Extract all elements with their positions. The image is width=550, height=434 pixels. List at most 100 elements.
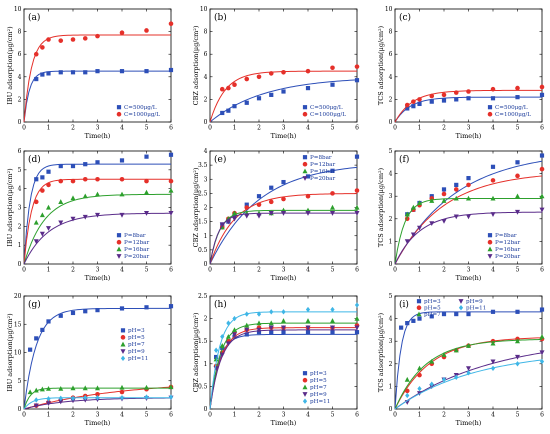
y-tick-label: 0.5 <box>198 383 208 390</box>
data-point <box>490 178 496 183</box>
legend-marker <box>120 341 126 347</box>
data-point <box>244 213 250 219</box>
x-tick-label: 3 <box>282 125 286 132</box>
data-point <box>454 97 459 102</box>
legend-label: P=8bar <box>124 233 146 239</box>
data-point <box>119 395 125 401</box>
x-tick-label: 6 <box>355 267 359 274</box>
legend-marker <box>116 254 122 259</box>
data-point <box>46 396 51 402</box>
data-point <box>417 372 422 378</box>
x-axis-label: Time(h) <box>456 274 482 282</box>
x-tick-label: 4 <box>306 412 310 419</box>
panel-label: (d) <box>28 154 41 165</box>
legend-marker <box>487 111 493 117</box>
data-point <box>515 173 520 179</box>
x-tick-label: 5 <box>516 267 520 274</box>
data-point <box>404 388 410 394</box>
x-tick-label: 6 <box>540 267 544 274</box>
data-point <box>305 211 311 216</box>
data-point <box>46 182 51 188</box>
fit-curve-3 <box>209 209 357 265</box>
legend-marker <box>416 311 422 317</box>
y-tick-label: 0 <box>18 261 22 268</box>
x-tick-label: 2 <box>257 412 261 419</box>
data-point <box>490 164 496 169</box>
x-tick-label: 6 <box>169 267 173 274</box>
data-point <box>354 204 360 210</box>
data-point <box>305 306 311 313</box>
x-tick-label: 1 <box>47 125 51 132</box>
x-tick-label: 3 <box>282 412 286 419</box>
data-point <box>225 219 231 225</box>
panel-label: (e) <box>214 154 226 165</box>
data-point <box>214 347 219 353</box>
data-point <box>404 211 410 217</box>
data-point <box>429 99 434 104</box>
data-point <box>515 354 520 360</box>
data-point <box>144 28 149 33</box>
panel-d: 0 1 2 3 4 5 6 0 1 2 3 4 5 6 Time(h) IBU adsorption(μg/c… <box>6 148 174 282</box>
data-point <box>354 188 360 193</box>
data-point <box>466 176 471 181</box>
y-axis-label: CBZ adsorption(μg/cm²) <box>192 25 200 105</box>
x-tick-label: 3 <box>96 412 100 419</box>
data-point <box>95 392 100 397</box>
data-point <box>33 199 39 205</box>
y-tick-label: 1 <box>204 361 208 368</box>
data-point <box>219 222 225 228</box>
data-point <box>82 385 88 391</box>
panel-label: (i) <box>399 299 409 310</box>
data-point <box>268 211 274 216</box>
data-point <box>95 385 100 391</box>
data-point <box>354 154 360 159</box>
panel-a: 0 1 2 3 4 5 6 0 2 4 6 8 10 Time(h) IBU adsorption(μg/c… <box>6 6 174 140</box>
data-point <box>330 211 335 216</box>
data-point <box>268 320 274 326</box>
data-point <box>58 70 63 75</box>
y-axis-label: TCS adsorption(μg/cm²) <box>377 25 385 105</box>
data-point <box>354 64 360 69</box>
data-point <box>33 403 39 409</box>
x-axis-label: Time(h) <box>85 274 111 282</box>
data-point <box>515 193 520 199</box>
x-tick-label: 0 <box>22 267 26 274</box>
data-point <box>58 38 64 43</box>
data-point <box>466 366 471 372</box>
data-point <box>58 385 64 391</box>
data-point <box>410 204 416 210</box>
data-point <box>232 216 237 222</box>
data-point <box>144 384 149 390</box>
data-point <box>34 76 39 82</box>
legend-marker <box>416 305 422 311</box>
y-tick-label: 1 <box>204 233 208 240</box>
legend-label: P=16bar <box>124 247 149 253</box>
data-point <box>354 302 360 308</box>
data-point <box>441 92 447 98</box>
legend-marker <box>302 168 308 174</box>
data-point <box>490 340 496 346</box>
data-point <box>144 178 149 184</box>
data-point <box>70 163 76 169</box>
x-axis-label: Time(h) <box>85 132 111 140</box>
legend-label: C=500μg/L <box>310 105 343 111</box>
data-point <box>417 225 422 231</box>
data-point <box>417 316 422 321</box>
x-tick-label: 3 <box>96 267 100 274</box>
y-tick-label: 20 <box>14 293 22 300</box>
data-point <box>244 322 250 328</box>
y-tick-label: 2 <box>18 96 22 103</box>
x-axis-label: Time(h) <box>456 419 482 427</box>
data-point <box>330 168 335 173</box>
legend-marker <box>116 239 122 245</box>
legend-label: pH=11 <box>128 356 148 362</box>
data-point <box>256 202 262 207</box>
legend-label: P=8bar <box>495 233 517 239</box>
data-point <box>281 318 286 323</box>
data-point <box>490 195 496 201</box>
y-tick-label: 3 <box>389 193 393 200</box>
y-axis-label: IBU adsorption(μg/cm²) <box>6 313 14 392</box>
data-point <box>40 175 45 180</box>
data-point <box>119 191 125 197</box>
data-point <box>58 313 63 318</box>
